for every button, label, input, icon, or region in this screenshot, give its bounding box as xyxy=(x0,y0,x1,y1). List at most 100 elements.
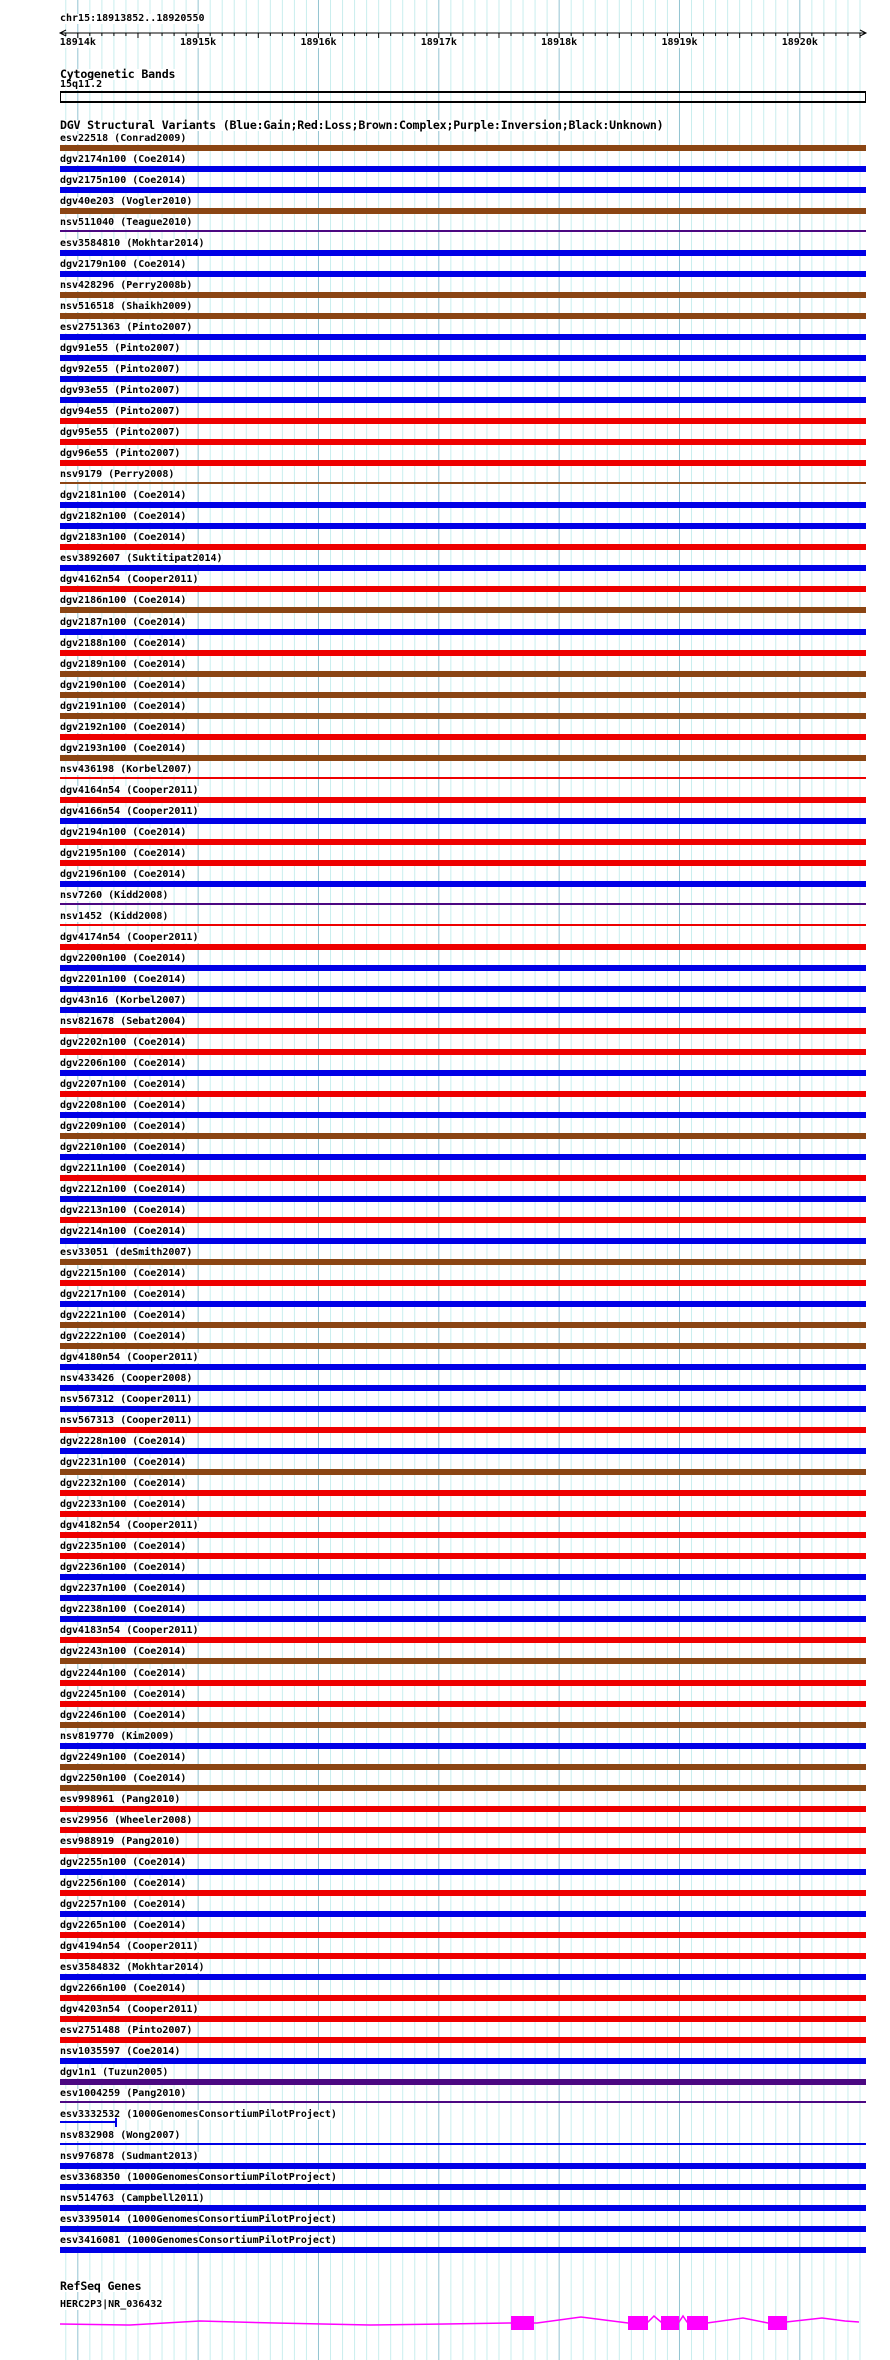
variant-bar[interactable] xyxy=(60,145,866,151)
variant-label[interactable]: dgv2255n100 (Coe2014) xyxy=(60,1856,189,1868)
variant-label[interactable]: nsv1035597 (Coe2014) xyxy=(60,2045,183,2057)
variant-label[interactable]: dgv4203n54 (Cooper2011) xyxy=(60,2003,201,2015)
variant-label[interactable]: esv29956 (Wheeler2008) xyxy=(60,1814,195,1826)
variant-label[interactable]: dgv2201n100 (Coe2014) xyxy=(60,973,189,985)
variant-bar[interactable] xyxy=(60,292,866,299)
variant-bar[interactable] xyxy=(60,1427,866,1434)
variant-label[interactable]: dgv4180n54 (Cooper2011) xyxy=(60,1352,201,1364)
variant-label[interactable]: dgv95e55 (Pinto2007) xyxy=(60,427,183,439)
variant-label[interactable]: dgv4194n54 (Cooper2011) xyxy=(60,1940,201,1952)
variant-bar[interactable] xyxy=(60,1700,866,1707)
variant-label[interactable]: dgv91e55 (Pinto2007) xyxy=(60,343,183,355)
variant-bar[interactable] xyxy=(60,250,866,257)
variant-bar[interactable] xyxy=(60,985,866,992)
variant-label[interactable]: nsv832908 (Wong2007) xyxy=(60,2129,183,2141)
variant-label[interactable]: dgv2236n100 (Coe2014) xyxy=(60,1562,189,1574)
variant-label[interactable]: dgv2209n100 (Coe2014) xyxy=(60,1120,189,1132)
variant-bar[interactable] xyxy=(60,1679,866,1686)
variant-bar[interactable] xyxy=(60,187,866,193)
variant-label[interactable]: nsv7260 (Kidd2008) xyxy=(60,889,171,901)
variant-bar[interactable] xyxy=(60,1343,866,1350)
variant-label[interactable]: dgv2231n100 (Coe2014) xyxy=(60,1457,189,1469)
variant-label[interactable]: dgv40e203 (Vogler2010) xyxy=(60,196,195,208)
variant-bar[interactable] xyxy=(60,923,866,926)
variant-bar[interactable] xyxy=(60,2183,866,2190)
variant-label[interactable]: esv988919 (Pang2010) xyxy=(60,1835,183,1847)
variant-bar[interactable] xyxy=(60,1952,866,1959)
variant-bar[interactable] xyxy=(60,796,866,803)
variant-bar[interactable] xyxy=(60,1364,866,1371)
variant-bar[interactable] xyxy=(60,712,866,719)
variant-bar[interactable] xyxy=(60,1490,866,1497)
variant-bar[interactable] xyxy=(60,2078,866,2085)
variant-label[interactable]: dgv2266n100 (Coe2014) xyxy=(60,1982,189,1994)
variant-label[interactable]: dgv2211n100 (Coe2014) xyxy=(60,1163,189,1174)
variant-bar[interactable] xyxy=(60,733,866,740)
variant-bar[interactable] xyxy=(60,817,866,824)
variant-bar[interactable] xyxy=(60,2120,117,2123)
variant-label[interactable]: nsv821678 (Sebat2004) xyxy=(60,1015,189,1027)
variant-bar[interactable] xyxy=(60,2142,866,2145)
variant-bar[interactable] xyxy=(60,565,866,572)
variant-label[interactable]: dgv2235n100 (Coe2014) xyxy=(60,1541,189,1553)
variant-label[interactable]: nsv516518 (Shaikh2009) xyxy=(60,301,195,313)
variant-bar[interactable] xyxy=(60,1511,866,1518)
variant-label[interactable]: dgv2196n100 (Coe2014) xyxy=(60,868,189,880)
cytoband-glyph[interactable] xyxy=(60,91,866,103)
variant-label[interactable]: dgv4166n54 (Cooper2011) xyxy=(60,805,201,817)
variant-label[interactable]: dgv2249n100 (Coe2014) xyxy=(60,1751,189,1763)
variant-label[interactable]: dgv94e55 (Pinto2007) xyxy=(60,406,183,418)
variant-label[interactable]: nsv1452 (Kidd2008) xyxy=(60,910,171,922)
variant-label[interactable]: esv3584832 (Mokhtar2014) xyxy=(60,1961,207,1973)
variant-label[interactable]: esv22518 (Conrad2009) xyxy=(60,133,189,144)
variant-bar[interactable] xyxy=(60,1973,866,1980)
variant-bar[interactable] xyxy=(60,1048,866,1055)
variant-bar[interactable] xyxy=(60,2015,866,2022)
variant-bar[interactable] xyxy=(60,1868,866,1875)
variant-label[interactable]: esv3584810 (Mokhtar2014) xyxy=(60,238,207,250)
variant-label[interactable]: dgv2179n100 (Coe2014) xyxy=(60,259,189,271)
variant-bar[interactable] xyxy=(60,166,866,172)
variant-label[interactable]: dgv4164n54 (Cooper2011) xyxy=(60,784,201,796)
variant-bar[interactable] xyxy=(60,1847,866,1854)
variant-label[interactable]: dgv2228n100 (Coe2014) xyxy=(60,1436,189,1448)
variant-label[interactable]: dgv2221n100 (Coe2014) xyxy=(60,1310,189,1322)
variant-label[interactable]: dgv43n16 (Korbel2007) xyxy=(60,994,189,1006)
variant-label[interactable]: nsv511040 (Teague2010) xyxy=(60,217,195,229)
variant-bar[interactable] xyxy=(60,439,866,446)
variant-bar[interactable] xyxy=(60,1448,866,1455)
variant-label[interactable]: dgv4182n54 (Cooper2011) xyxy=(60,1520,201,1532)
variant-bar[interactable] xyxy=(60,1616,866,1623)
variant-bar[interactable] xyxy=(60,1826,866,1833)
variant-label[interactable]: dgv2232n100 (Coe2014) xyxy=(60,1478,189,1490)
variant-bar[interactable] xyxy=(60,1637,866,1644)
variant-label[interactable]: dgv2217n100 (Coe2014) xyxy=(60,1289,189,1301)
variant-label[interactable]: esv998961 (Pang2010) xyxy=(60,1793,183,1805)
variant-label[interactable]: dgv93e55 (Pinto2007) xyxy=(60,385,183,397)
variant-bar[interactable] xyxy=(60,1301,866,1308)
variant-bar[interactable] xyxy=(60,1259,866,1266)
variant-bar[interactable] xyxy=(60,1322,866,1329)
variant-bar[interactable] xyxy=(60,1721,866,1728)
variant-label[interactable]: dgv2212n100 (Coe2014) xyxy=(60,1184,189,1195)
variant-bar[interactable] xyxy=(60,1763,866,1770)
variant-label[interactable]: dgv4162n54 (Cooper2011) xyxy=(60,574,201,586)
variant-label[interactable]: dgv2189n100 (Coe2014) xyxy=(60,658,189,670)
variant-bar[interactable] xyxy=(60,1196,866,1202)
variant-label[interactable]: nsv567312 (Cooper2011) xyxy=(60,1394,195,1406)
variant-bar[interactable] xyxy=(60,1385,866,1392)
variant-label[interactable]: dgv2190n100 (Coe2014) xyxy=(60,679,189,691)
variant-bar[interactable] xyxy=(60,418,866,425)
variant-bar[interactable] xyxy=(60,1994,866,2001)
variant-bar[interactable] xyxy=(60,1027,866,1034)
variant-label[interactable]: dgv2183n100 (Coe2014) xyxy=(60,532,189,544)
variant-label[interactable]: nsv819770 (Kim2009) xyxy=(60,1730,177,1742)
variant-bar[interactable] xyxy=(60,1217,866,1223)
variant-label[interactable]: nsv9179 (Perry2008) xyxy=(60,469,177,481)
variant-label[interactable]: esv33051 (deSmith2007) xyxy=(60,1247,195,1259)
variant-label[interactable]: esv3368350 (1000GenomesConsortiumPilotPr… xyxy=(60,2171,339,2183)
variant-bar[interactable] xyxy=(60,1595,866,1602)
variant-bar[interactable] xyxy=(60,902,866,905)
variant-bar[interactable] xyxy=(60,838,866,845)
variant-label[interactable]: dgv2207n100 (Coe2014) xyxy=(60,1078,189,1090)
